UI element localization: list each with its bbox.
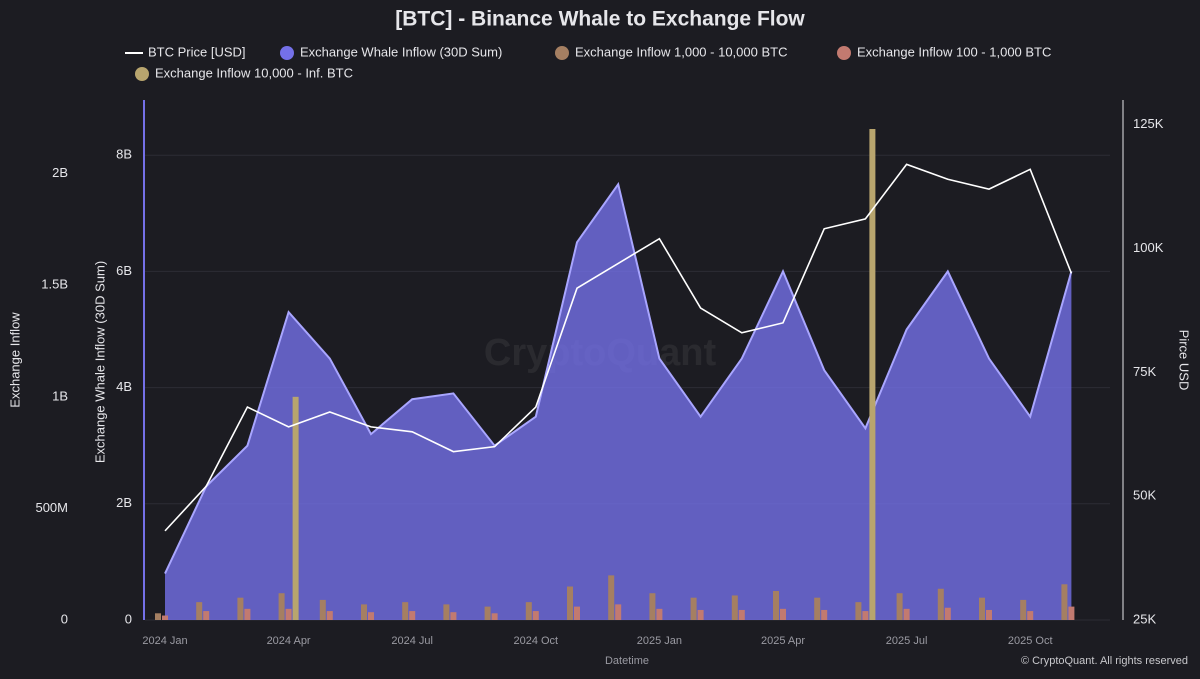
bar: [409, 611, 416, 620]
bar: [1020, 599, 1027, 620]
legend-marker: [135, 67, 149, 81]
bar: [697, 609, 704, 620]
bar: [814, 597, 821, 620]
bar: [738, 609, 745, 620]
bar: [986, 609, 992, 620]
bar: [656, 608, 663, 620]
legend-label: Exchange Whale Inflow (30D Sum): [300, 44, 502, 59]
bar: [196, 602, 203, 620]
bar: [979, 597, 985, 620]
yticks-label: 2B: [116, 495, 132, 510]
yticks-label: 4B: [116, 379, 132, 394]
bar: [237, 597, 244, 620]
area: [165, 184, 1072, 621]
bar: [525, 602, 532, 620]
bar: [450, 612, 457, 620]
bar: [326, 611, 333, 620]
y-axis-title: Exchange Whale Inflow (30D Sum): [92, 261, 107, 463]
y2ticks-label: 25K: [1133, 611, 1156, 626]
x-tick-label: 2025 Apr: [761, 635, 805, 647]
bar: [244, 608, 251, 620]
bar: [285, 608, 292, 620]
x-tick-label: 2024 Jul: [391, 635, 433, 647]
y3ticks-label: 2B: [52, 165, 68, 180]
bar: [1027, 611, 1034, 620]
y3ticks-label: 1B: [52, 388, 68, 403]
bar: [361, 604, 367, 620]
legend-label: Exchange Inflow 10,000 - Inf. BTC: [155, 65, 353, 80]
yticks-label: 8B: [116, 147, 132, 162]
bar: [615, 604, 622, 620]
bar: [690, 597, 697, 620]
x-tick-label: 2025 Oct: [1008, 635, 1053, 647]
bar: [869, 129, 876, 620]
bar: [903, 608, 910, 620]
chart-title: [BTC] - Binance Whale to Exchange Flow: [395, 8, 805, 31]
bar: [278, 593, 285, 620]
bar: [402, 602, 409, 620]
bar: [203, 611, 210, 620]
bar: [532, 611, 539, 620]
y2ticks-label: 75K: [1133, 364, 1156, 379]
bar: [162, 615, 168, 620]
x-axis-title: Datetime: [605, 655, 649, 667]
bar: [896, 593, 903, 620]
y3ticks-label: 0: [61, 611, 68, 626]
bar: [574, 606, 580, 620]
bar: [368, 612, 374, 620]
legend-marker: [555, 46, 569, 60]
bar: [780, 608, 786, 620]
bar: [443, 604, 450, 620]
x-tick-label: 2025 Jul: [886, 635, 928, 647]
y2-axis-title: Pirce USD: [1177, 330, 1192, 391]
bar: [937, 588, 944, 620]
bar: [608, 575, 615, 620]
legend-label: Exchange Inflow 1,000 - 10,000 BTC: [575, 44, 787, 59]
bar: [1068, 606, 1075, 620]
bar: [773, 590, 779, 620]
yticks-label: 6B: [116, 263, 132, 278]
bar: [862, 611, 869, 620]
bar: [567, 586, 573, 620]
bar: [649, 593, 656, 620]
y2ticks-label: 125K: [1133, 116, 1164, 131]
bar: [731, 595, 738, 620]
bar: [155, 613, 161, 620]
bar: [944, 607, 951, 620]
copyright: © CryptoQuant. All rights reserved: [1021, 655, 1188, 667]
y3ticks-label: 500M: [35, 500, 68, 515]
bar: [821, 609, 828, 620]
area-line: [164, 181, 1073, 574]
bar: [292, 396, 299, 620]
legend-marker: [837, 46, 851, 60]
bar: [484, 606, 491, 620]
x-tick-label: 2024 Jan: [142, 635, 187, 647]
y3ticks-label: 1.5B: [41, 277, 68, 292]
y2ticks-label: 100K: [1133, 240, 1164, 255]
y3-axis-title: Exchange Inflow: [7, 312, 22, 408]
bar: [855, 602, 862, 620]
line: [164, 163, 1073, 532]
x-tick-label: 2024 Oct: [513, 635, 558, 647]
bar: [1061, 584, 1068, 620]
legend-label: Exchange Inflow 100 - 1,000 BTC: [857, 44, 1051, 59]
y2ticks-label: 50K: [1133, 488, 1156, 503]
x-tick-label: 2024 Apr: [267, 635, 311, 647]
yticks-label: 0: [125, 611, 132, 626]
bar: [319, 599, 326, 620]
legend-marker: [280, 46, 294, 60]
x-tick-label: 2025 Jan: [637, 635, 682, 647]
bar: [491, 613, 498, 620]
legend-label: BTC Price [USD]: [148, 44, 246, 59]
